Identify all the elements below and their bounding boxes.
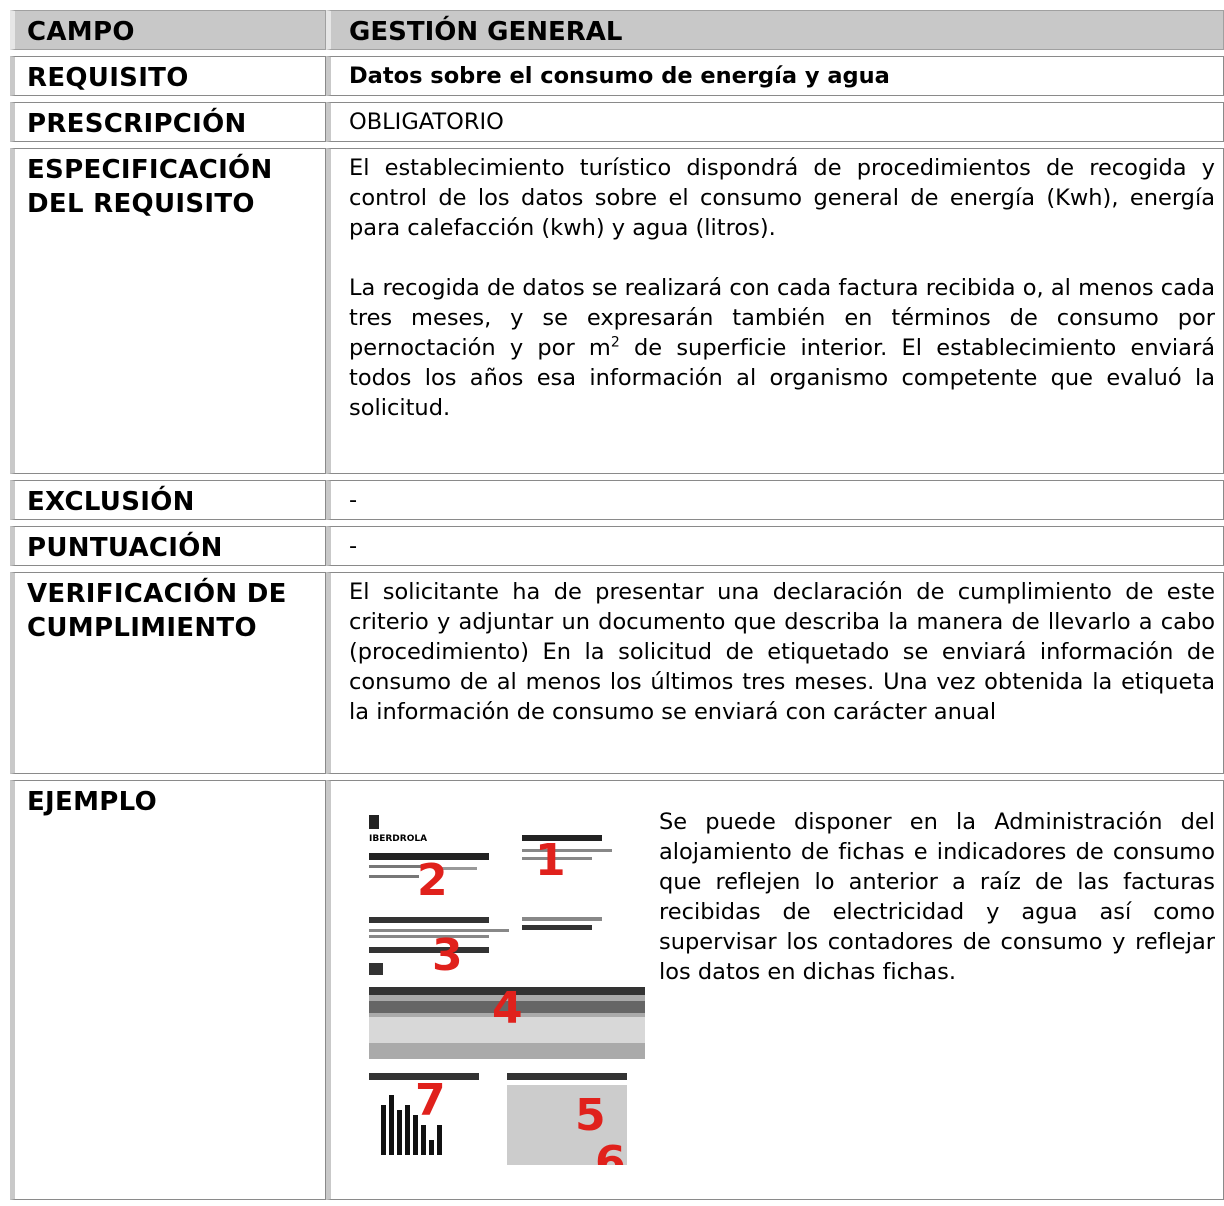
row-value: OBLIGATORIO: [326, 102, 1224, 142]
image-label: 1: [535, 835, 566, 886]
paragraph: El establecimiento turístico dispondrá d…: [349, 155, 1215, 241]
row-label: VERIFICACIÓN DE CUMPLIMIENTO: [10, 572, 326, 774]
row-label: ESPECIFICACIÓN DEL REQUISITO: [10, 148, 326, 474]
row: VERIFICACIÓN DE CUMPLIMIENTO El solicita…: [10, 572, 1224, 774]
header-row: CAMPO GESTIÓN GENERAL: [10, 10, 1224, 50]
image-label: 5: [575, 1090, 606, 1141]
header-value: GESTIÓN GENERAL: [326, 10, 1224, 50]
row-value: Datos sobre el consumo de energía y agua: [326, 56, 1224, 96]
image-label: 6: [595, 1137, 626, 1165]
row: ESPECIFICACIÓN DEL REQUISITO El establec…: [10, 148, 1224, 474]
image-label: 2: [417, 855, 448, 906]
document: CAMPO GESTIÓN GENERAL REQUISITO Datos so…: [10, 10, 1224, 1206]
row: EJEMPLO IBERDROLA: [10, 780, 1224, 1200]
row-label: EXCLUSIÓN: [10, 480, 326, 520]
invoice-image: IBERDROLA: [347, 805, 647, 1165]
image-label: 7: [415, 1075, 446, 1126]
row-value: -: [326, 526, 1224, 566]
image-label: 4: [492, 983, 523, 1034]
row-label: EJEMPLO: [10, 780, 326, 1200]
image-logo: IBERDROLA: [369, 834, 427, 844]
text: La recogida de datos se realizará con ca…: [349, 275, 1215, 361]
example-text: Se puede disponer en la Administración d…: [659, 809, 1215, 985]
row: REQUISITO Datos sobre el consumo de ener…: [10, 56, 1224, 96]
row-value: El establecimiento turístico dispondrá d…: [326, 148, 1224, 474]
image-label: 3: [432, 930, 463, 981]
superscript: 2: [610, 334, 620, 351]
row: PRESCRIPCIÓN OBLIGATORIO: [10, 102, 1224, 142]
spec-table: CAMPO GESTIÓN GENERAL REQUISITO Datos so…: [10, 4, 1224, 1206]
row-value: -: [326, 480, 1224, 520]
row-label: PUNTUACIÓN: [10, 526, 326, 566]
row-value: IBERDROLA: [326, 780, 1224, 1200]
paragraph: La recogida de datos se realizará con ca…: [349, 273, 1215, 423]
row-value: El solicitante ha de presentar una decla…: [326, 572, 1224, 774]
example: IBERDROLA: [347, 785, 1215, 1165]
row-label: PRESCRIPCIÓN: [10, 102, 326, 142]
row: EXCLUSIÓN -: [10, 480, 1224, 520]
header-label: CAMPO: [10, 10, 326, 50]
text: de superficie interior. El establecimien…: [349, 335, 1216, 421]
row-label: REQUISITO: [10, 56, 326, 96]
row: PUNTUACIÓN -: [10, 526, 1224, 566]
